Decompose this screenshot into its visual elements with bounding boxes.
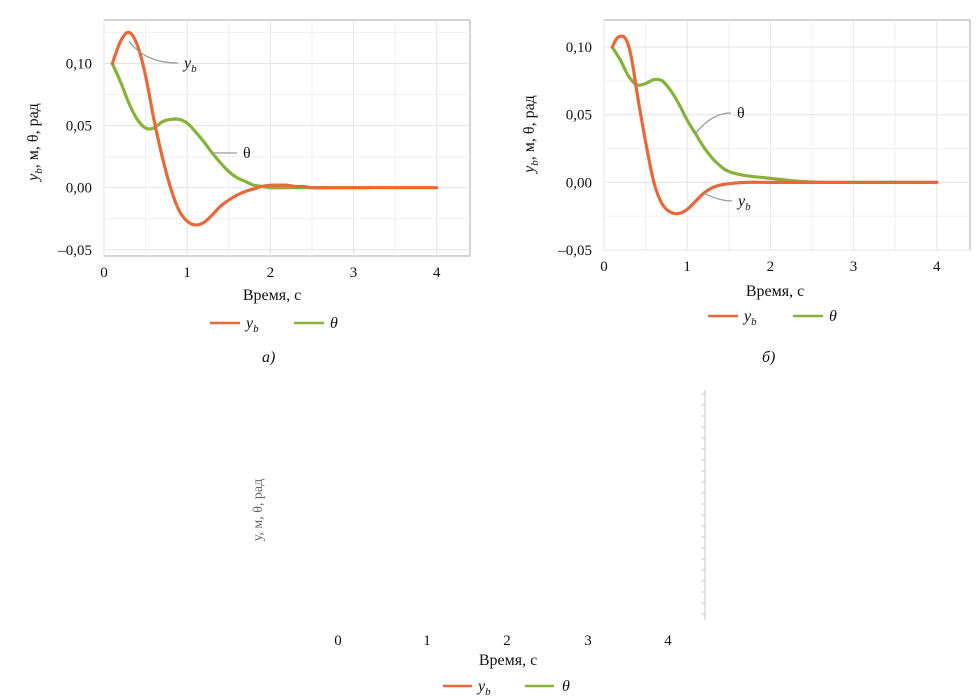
annotation-yb: yb — [736, 193, 751, 213]
chart-a-annotations: yb θ — [128, 40, 251, 162]
x-tick-label: 2 — [267, 265, 275, 281]
annotation-theta: θ — [737, 105, 745, 122]
series-yb-line — [110, 30, 439, 227]
x-tick-label: 1 — [183, 265, 191, 281]
legend-theta-label: θ — [330, 315, 338, 332]
annotation-leader — [694, 112, 732, 135]
chart-a-xlabel: Время, с — [243, 287, 301, 304]
chart-a: 0,10 0,05 0,00 –0,05 0 1 2 3 4 yb θ yb, м, θ, ра… — [25, 19, 471, 366]
y-tick-label: 0,10 — [66, 56, 92, 72]
legend-theta-label: θ — [562, 678, 570, 695]
annotation-theta: θ — [243, 145, 251, 162]
plot-frame — [603, 19, 971, 251]
x-tick-label: 0 — [334, 633, 342, 649]
x-tick-label: 4 — [933, 259, 941, 275]
y-tick-label: 0,05 — [566, 108, 592, 124]
y-tick-label: 0,00 — [566, 175, 592, 191]
chart-a-grid — [103, 20, 470, 256]
chart-a-frame-group — [103, 19, 471, 257]
annotation-yb: yb — [182, 55, 197, 75]
x-tick-label: 3 — [850, 259, 858, 275]
y-tick-label: –0,05 — [57, 243, 92, 259]
y-tick-label: 0,05 — [66, 119, 92, 135]
chart-c-xticks: 0 1 2 3 4 — [334, 633, 672, 649]
x-tick-label: 4 — [664, 633, 672, 649]
chart-a-ylabel: yb, м, θ, рад — [25, 103, 45, 183]
chart-a-legend: yb θ — [210, 315, 338, 335]
chart-b-caption: б) — [762, 349, 775, 366]
x-tick-label: 0 — [600, 259, 608, 275]
annotation-leader — [703, 192, 733, 202]
x-tick-label: 4 — [433, 265, 441, 281]
chart-a-caption: a) — [262, 349, 275, 366]
chart-b-annotations: θ yb — [694, 105, 751, 213]
chart-b: 0,10 0,05 0,00 –0,05 0 1 2 3 4 θ yb yb, м, θ, ра… — [521, 19, 971, 366]
x-tick-label: 3 — [584, 633, 592, 649]
x-tick-label: 0 — [100, 265, 108, 281]
y-tick-label: 0,00 — [66, 181, 92, 197]
legend-theta-label: θ — [829, 308, 837, 325]
chart-b-series — [610, 34, 939, 216]
legend-yb-label: yb — [476, 678, 491, 698]
legend-yb-label: yb — [742, 308, 757, 328]
x-tick-label: 1 — [423, 633, 431, 649]
chart-b-xticks: 0 1 2 3 4 — [600, 259, 941, 275]
y-tick-label: –0,05 — [557, 243, 592, 259]
chart-b-legend: yb θ — [708, 308, 837, 328]
chart-a-yticks: 0,10 0,05 0,00 –0,05 — [57, 56, 92, 258]
chart-c-ticks-right — [701, 393, 705, 615]
chart-b-frame-group — [603, 19, 971, 251]
x-tick-label: 3 — [350, 265, 358, 281]
x-tick-label: 2 — [503, 633, 511, 649]
chart-c-ylabel-fragment: у, м, θ, рад — [251, 479, 266, 542]
chart-a-xticks: 0 1 2 3 4 — [100, 265, 441, 281]
plot-frame — [103, 19, 471, 257]
y-tick-label: 0,10 — [566, 40, 592, 56]
x-tick-label: 2 — [767, 259, 775, 275]
chart-b-xlabel: Время, с — [746, 283, 804, 300]
chart-b-yticks: 0,10 0,05 0,00 –0,05 — [557, 40, 592, 259]
legend-yb-label: yb — [244, 315, 259, 335]
x-tick-label: 1 — [683, 259, 691, 275]
chart-a-series — [110, 30, 439, 227]
annotation-leader — [128, 40, 179, 64]
chart-c-xlabel: Время, с — [479, 652, 537, 669]
chart-b-grid — [603, 20, 970, 251]
chart-c: у, м, θ, рад 0 1 2 3 4 Время, с yb θ — [251, 390, 706, 698]
series-yb-line — [610, 34, 939, 216]
series-theta-line — [110, 61, 372, 190]
chart-b-ylabel: yb, м, θ, рад — [521, 95, 541, 175]
chart-c-legend: yb θ — [443, 678, 570, 698]
